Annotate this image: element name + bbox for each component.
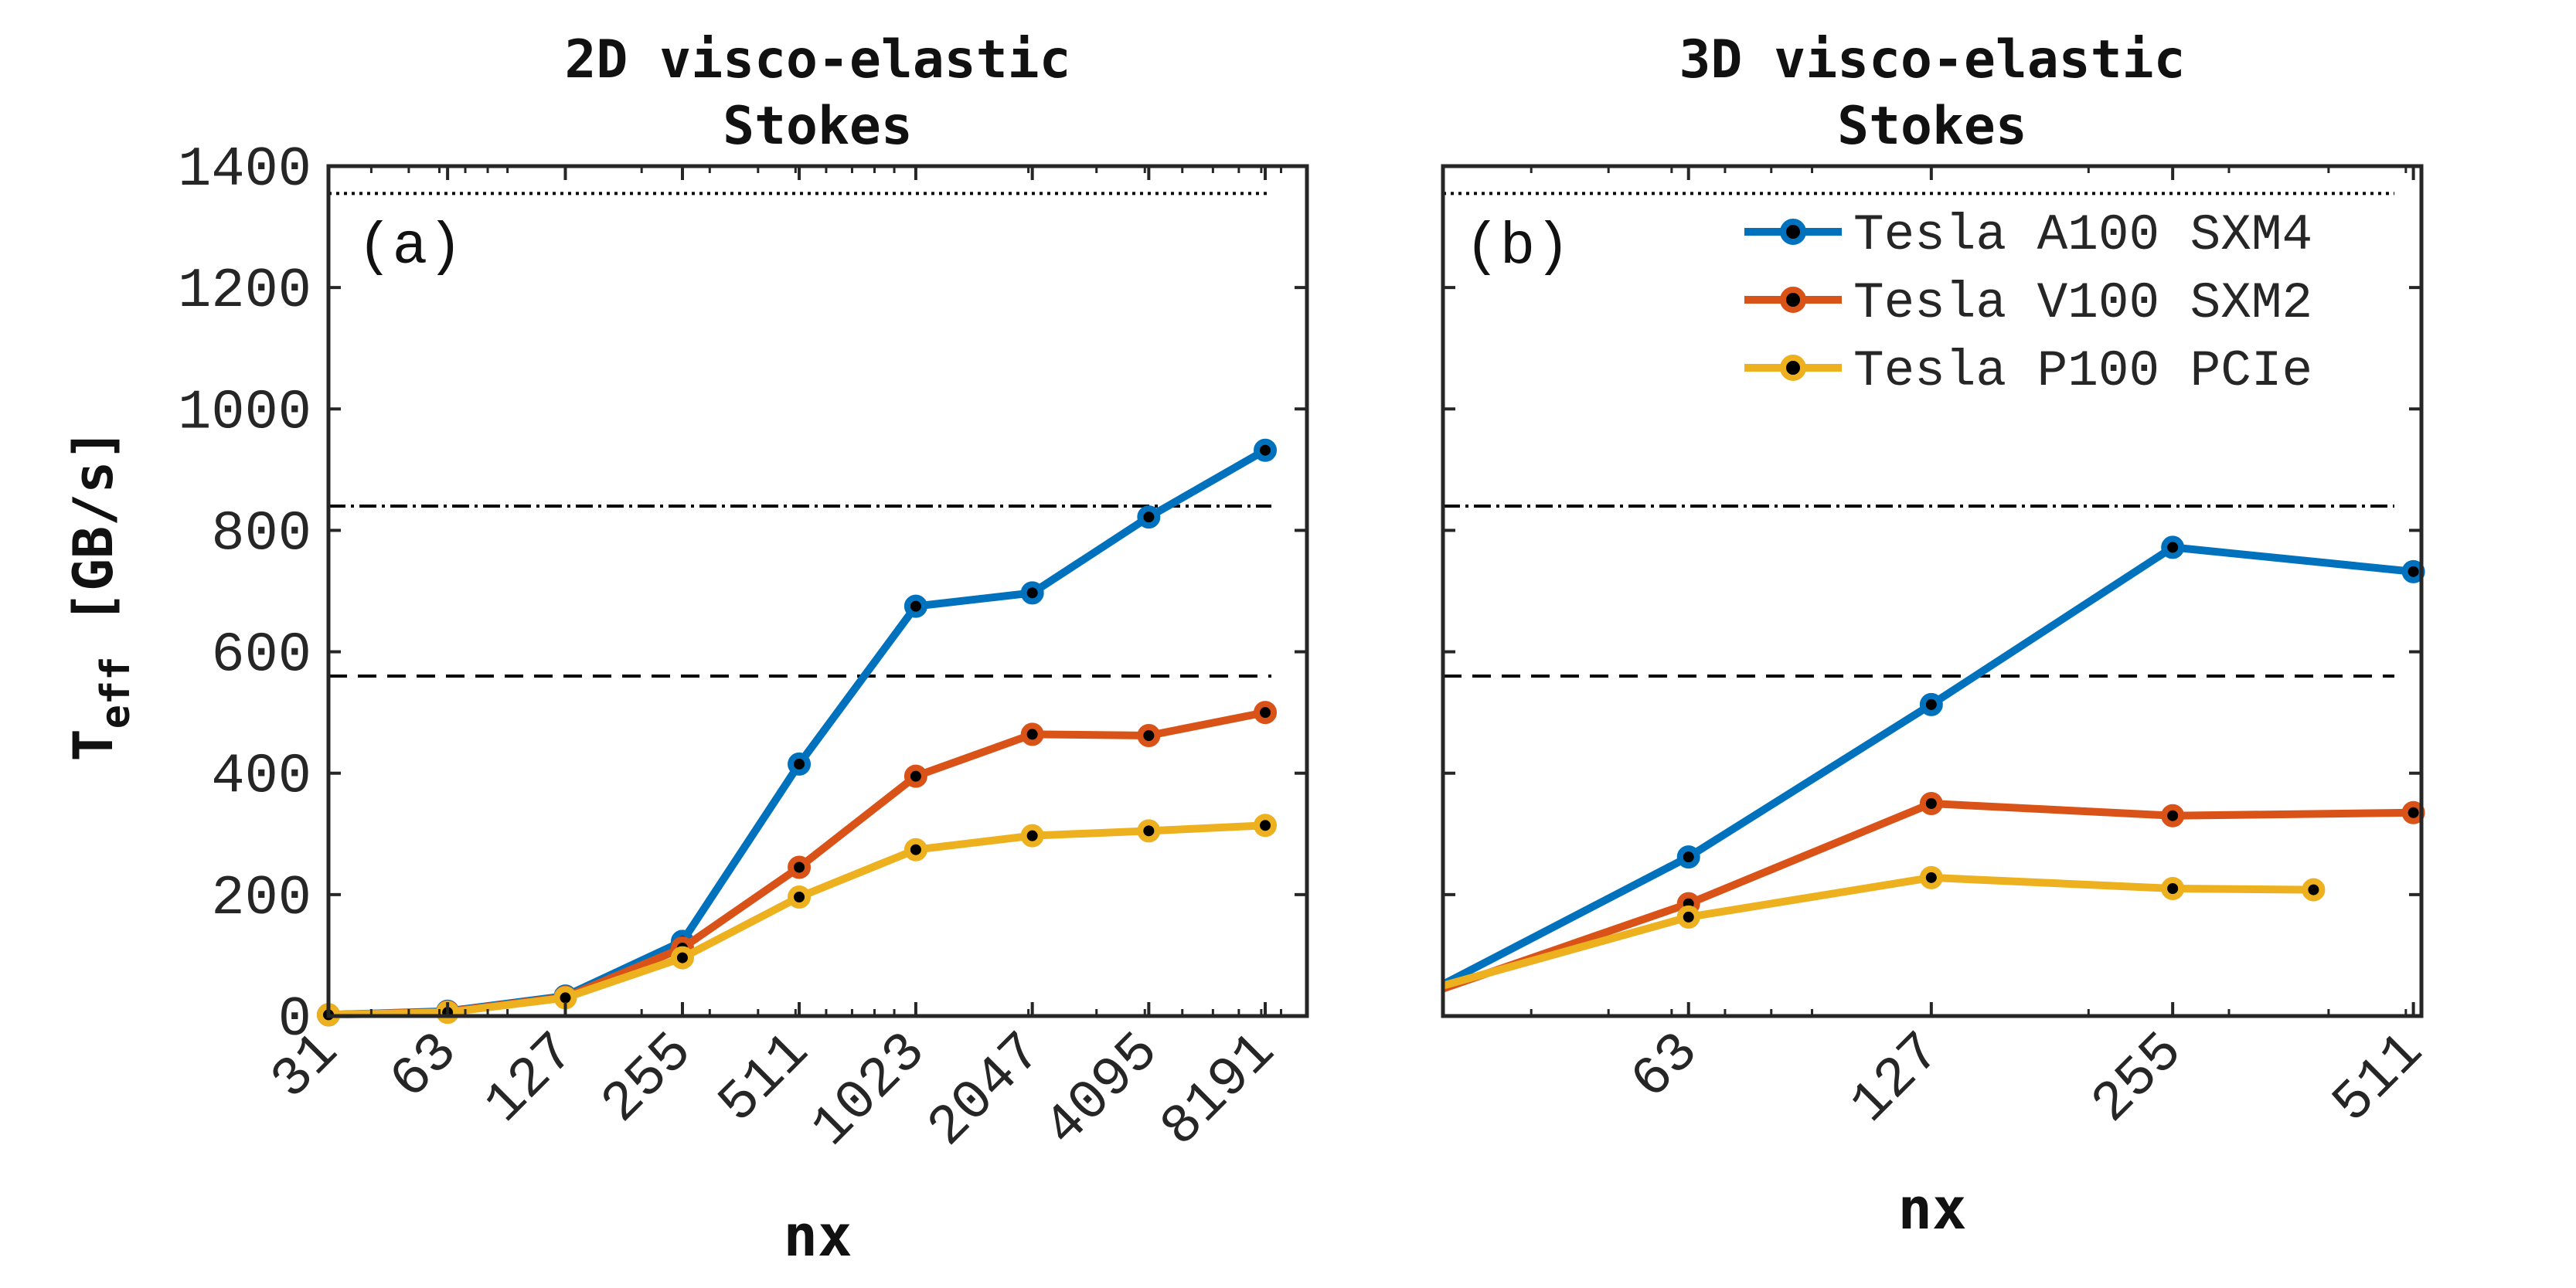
panel-b-point-p100	[2161, 877, 2185, 900]
panel-b-point-a100	[1676, 845, 1700, 869]
panel-a-point-v100	[903, 764, 927, 788]
legend-label-a100: Tesla A100 SXM4	[1853, 206, 2312, 264]
panel-b-point-a100	[2401, 559, 2425, 583]
y-axis-label: Teff [GB/s]	[62, 428, 139, 761]
panel-b-point-v100	[1919, 792, 1943, 815]
panel-a-point-a100	[788, 752, 812, 776]
panel-a-point-p100	[903, 838, 927, 861]
panel-a-point-a100	[903, 594, 927, 618]
panel-a-point-p100	[1020, 824, 1044, 848]
panel-a-reference-lines	[328, 192, 1271, 678]
panel-a-y-tick-label: 600	[211, 624, 311, 688]
panel-a-point-v100	[1020, 722, 1044, 746]
panel-a-point-a100	[1137, 505, 1161, 529]
panel-a-x-tick-label: 2047	[916, 1021, 1055, 1160]
panel-a-point-v100	[1254, 701, 1278, 725]
panel-a-series-line-p100	[328, 821, 1266, 1019]
panel-a: 2D visco-elastic Stokes (a) 0 200 400 600 80…	[178, 29, 1309, 1269]
panel-a-x-tick-label: 255	[590, 1021, 706, 1137]
panel-a-series	[317, 438, 1278, 1027]
panel-a-point-p100	[1137, 819, 1161, 843]
panel-a-x-tick-label: 127	[472, 1021, 588, 1137]
legend-label-v100: Tesla V100 SXM2	[1853, 274, 2312, 332]
panel-a-x-tick-label: 4095	[1033, 1021, 1172, 1160]
legend-marker-p100	[1780, 355, 1806, 381]
panel-a-y-tick-label: 400	[211, 746, 311, 809]
panel-a-y-tick-label: 1400	[178, 138, 311, 202]
panel-b-axes-box	[1441, 164, 2424, 1018]
panel-a-y-tick-label: 200	[211, 867, 311, 930]
panel-a-point-v100	[788, 855, 812, 879]
panel-a-label: (a)	[357, 214, 463, 280]
panel-b-label: (b)	[1465, 214, 1570, 280]
panel-a-y-tick-label: 1200	[178, 260, 311, 323]
panel-a-point-v100	[1137, 724, 1161, 747]
panel-b-title-line-2: Stokes	[1837, 96, 2027, 157]
panel-b-series	[1441, 535, 2425, 993]
panel-a-x-axis-label: nx	[783, 1203, 852, 1269]
panel-a-y-tick-label: 1000	[178, 381, 311, 444]
panel-b-series-line-v100	[1441, 800, 2414, 993]
panel-b-point-p100	[2302, 878, 2326, 902]
y-axis-label-subscript: eff	[93, 656, 139, 729]
panel-b-x-tick-label: 63	[1619, 1021, 1711, 1113]
panel-a-x-tick-label: 8191	[1148, 1021, 1288, 1160]
panel-b: 3D visco-elastic Stokes (b) 63 127 255 511 …	[1441, 29, 2437, 1242]
panel-a-point-a100	[1254, 438, 1278, 462]
y-axis-label-main: T	[62, 729, 125, 761]
panel-b-x-tick-label: 511	[2321, 1021, 2437, 1137]
panel-a-x-tick-label: 1023	[799, 1021, 938, 1160]
panel-b-point-a100	[2161, 535, 2185, 559]
legend-marker-v100	[1780, 287, 1806, 313]
panel-b-series-line-a100	[1441, 543, 2414, 988]
legend-marker-a100	[1780, 219, 1806, 245]
panel-a-x-tick-label: 63	[379, 1021, 471, 1113]
panel-b-x-tick-label: 127	[1839, 1021, 1955, 1137]
panel-b-point-p100	[1919, 865, 1943, 889]
panel-b-x-tick-label: 255	[2080, 1021, 2196, 1137]
panel-a-point-p100	[788, 885, 812, 909]
panel-b-x-axis-label: nx	[1897, 1176, 1966, 1242]
panel-a-y-tick-label: 0	[278, 988, 311, 1052]
panel-b-point-p100	[1676, 905, 1700, 929]
panel-a-x-tick-label: 31	[259, 1021, 351, 1113]
panel-b-point-v100	[2161, 804, 2185, 828]
panel-b-title-line-1: 3D visco-elastic	[1679, 29, 2185, 90]
panel-b-reference-lines	[1443, 192, 2394, 678]
panel-a-point-p100	[1254, 814, 1278, 838]
panel-a-title-line-1: 2D visco-elastic	[564, 29, 1070, 90]
legend: Tesla A100 SXM4 Tesla V100 SXM2 Tesla P1…	[1744, 206, 2312, 400]
panel-a-point-p100	[670, 946, 694, 970]
legend-label-p100: Tesla P100 PCIe	[1853, 342, 2312, 400]
y-axis-label-unit: [GB/s]	[62, 428, 125, 656]
panel-a-point-a100	[1020, 581, 1044, 605]
panel-b-point-v100	[2401, 800, 2425, 824]
panel-a-axes-box	[326, 164, 1309, 1018]
panel-b-point-a100	[1919, 692, 1943, 716]
panel-a-y-tick-label: 800	[211, 502, 311, 566]
panel-a-title-line-2: Stokes	[723, 96, 913, 157]
